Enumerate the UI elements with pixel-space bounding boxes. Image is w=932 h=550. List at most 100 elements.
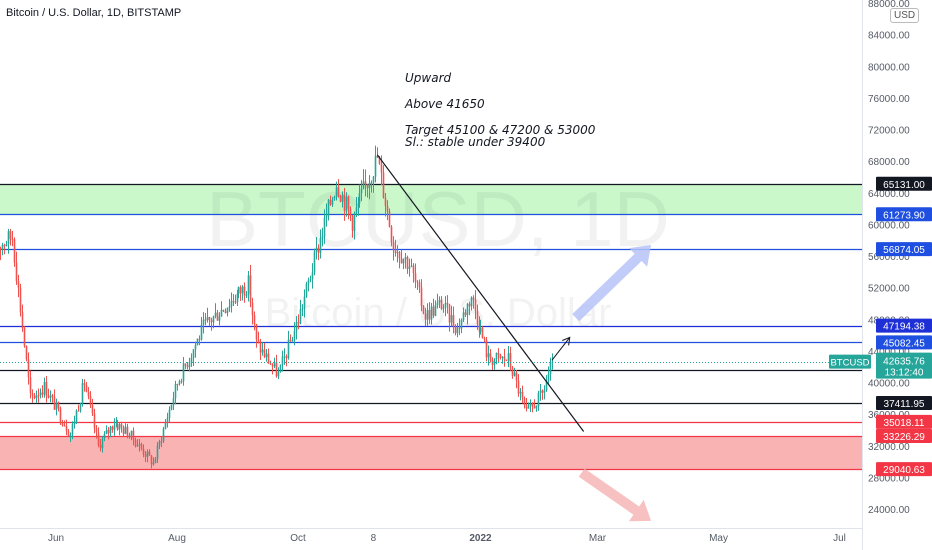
blue-arrow-shape — [572, 244, 652, 322]
level-badge-bg-4 — [876, 335, 932, 350]
candle-body-10 — [13, 239, 16, 263]
level-badge-label-2: 56874.05 — [883, 245, 925, 256]
candle-body-140 — [271, 364, 274, 367]
candle-body-27 — [47, 396, 50, 398]
level-badge-1: 61273.90 — [876, 207, 932, 222]
level-badge-0: 65131.00 — [876, 176, 932, 191]
candle-body-136 — [263, 349, 266, 358]
candle-body-269 — [527, 406, 530, 409]
candle-body-114 — [220, 309, 223, 317]
candle-body-132 — [255, 324, 258, 340]
candle-body-85 — [162, 428, 165, 442]
candle-body-111 — [214, 312, 217, 317]
candle-body-142 — [275, 362, 278, 377]
candle-body-59 — [111, 426, 114, 430]
candle-body-276 — [541, 390, 544, 393]
candle-body-93 — [178, 381, 181, 385]
candle-body-238 — [466, 303, 469, 316]
candle-body-28 — [49, 395, 52, 398]
candle-body-113 — [218, 316, 221, 321]
candle-body-109 — [210, 320, 213, 323]
candle-body-204 — [398, 252, 401, 259]
candle-body-48 — [89, 395, 92, 405]
x-tick-label-5: Mar — [589, 533, 607, 544]
candle-body-255 — [499, 354, 502, 358]
candle-body-209 — [408, 266, 411, 269]
candle-body-242 — [474, 299, 477, 311]
candle-body-29 — [51, 395, 54, 397]
candle-body-202 — [394, 249, 397, 254]
candle-body-201 — [392, 242, 395, 250]
candle-body-189 — [368, 182, 371, 189]
candle-body-32 — [57, 402, 60, 409]
level-badge-label-8: 33226.29 — [883, 432, 925, 443]
candle-body-79 — [150, 455, 153, 465]
candle-body-261 — [511, 367, 514, 376]
candle-body-172 — [335, 187, 338, 197]
y-tick-label-9: 60000.00 — [868, 220, 910, 231]
y-tick-label-7: 52000.00 — [868, 284, 910, 295]
level-badge-3: 47194.38 — [876, 318, 932, 333]
candle-body-260 — [509, 353, 512, 368]
candle-body-155 — [301, 308, 304, 310]
candle-body-247 — [483, 338, 486, 340]
candle-body-38 — [69, 434, 72, 436]
candle-body-257 — [503, 356, 506, 360]
level-badge-bg-0 — [876, 176, 932, 191]
level-badge-9: 29040.63 — [876, 462, 932, 477]
candle-body-254 — [497, 352, 500, 355]
y-tick-label-15: 84000.00 — [868, 31, 910, 42]
small-arrow-head — [562, 336, 571, 346]
candle-body-31 — [55, 402, 58, 410]
candle-body-147 — [285, 356, 288, 359]
candle-body-262 — [513, 372, 516, 376]
candle-body-80 — [152, 462, 155, 465]
candle-body-73 — [138, 444, 141, 446]
candle-body-258 — [505, 359, 508, 361]
candle-body-36 — [65, 426, 68, 432]
y-tick-label-4: 40000.00 — [868, 379, 910, 390]
candle-body-24 — [41, 392, 44, 395]
candle-body-33 — [59, 408, 62, 422]
currency-badge[interactable]: USD — [890, 8, 920, 23]
candle-body-77 — [146, 451, 149, 457]
candle-body-4 — [1, 244, 4, 250]
x-tick-label-2: Oct — [290, 533, 306, 544]
candle-body-156 — [303, 296, 306, 309]
candle-body-13 — [19, 287, 22, 313]
candle-body-22 — [37, 395, 40, 397]
y-tick-label-10: 64000.00 — [868, 189, 910, 200]
candle-body-128 — [247, 275, 250, 295]
trendline — [376, 154, 585, 432]
level-badge-bg-8 — [876, 429, 932, 444]
candle-body-177 — [345, 196, 348, 212]
candle-body-5 — [3, 244, 6, 247]
candle-body-244 — [478, 324, 481, 332]
candle-body-112 — [216, 312, 219, 321]
candle-body-148 — [287, 339, 290, 359]
candle-body-232 — [454, 326, 457, 334]
candle-body-230 — [450, 315, 453, 323]
y-tick-label-0: 24000.00 — [868, 505, 910, 516]
candle-body-20 — [33, 395, 36, 399]
level-badge-bg-7 — [876, 414, 932, 429]
candle-body-157 — [305, 283, 308, 297]
candle-body-167 — [325, 215, 328, 218]
candle-body-164 — [319, 238, 322, 253]
candle-body-68 — [128, 435, 131, 438]
candle-body-92 — [176, 384, 179, 386]
x-tick-label-1: Aug — [168, 533, 186, 544]
candle-body-150 — [291, 340, 294, 342]
candle-body-102 — [196, 338, 199, 346]
candle-body-50 — [93, 413, 96, 429]
candle-body-166 — [323, 217, 326, 237]
level-badge-2: 56874.05 — [876, 242, 932, 257]
y-tick-label-13: 76000.00 — [868, 94, 910, 105]
candle-body-17 — [27, 359, 30, 378]
candle-body-175 — [341, 194, 344, 202]
candle-body-208 — [406, 257, 409, 269]
candle-body-40 — [73, 421, 76, 425]
candle-body-249 — [487, 353, 490, 358]
candle-body-214 — [418, 282, 421, 288]
